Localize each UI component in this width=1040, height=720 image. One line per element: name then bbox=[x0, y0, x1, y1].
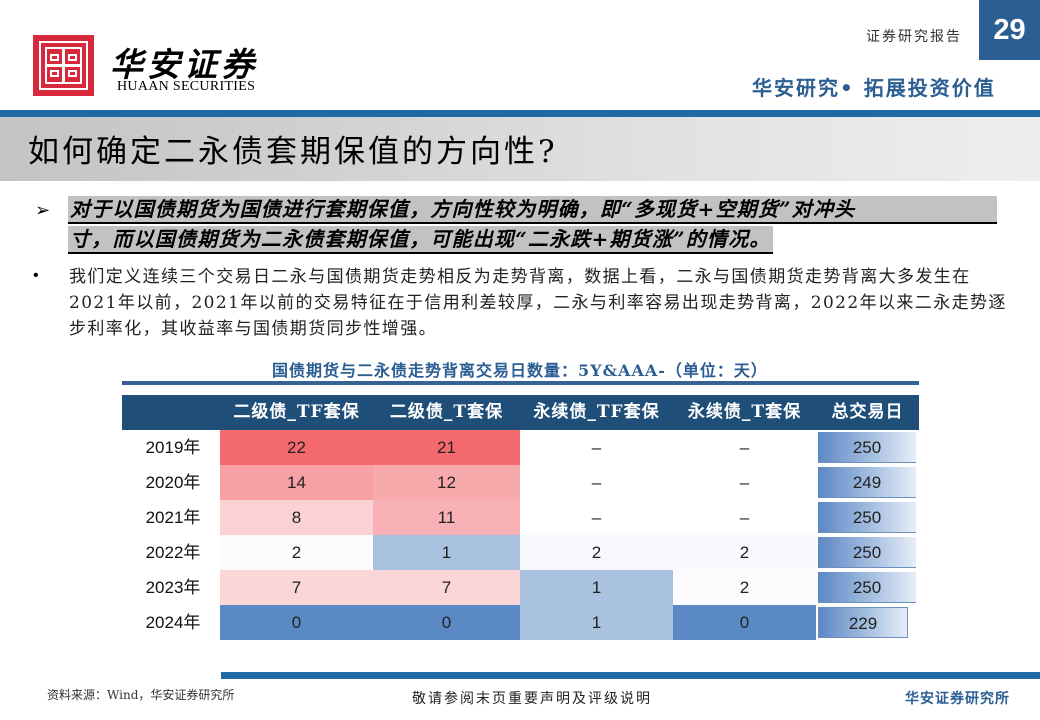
table-cell: – bbox=[673, 465, 816, 500]
table-cell: 2 bbox=[220, 535, 373, 570]
total-days-bar: 250 bbox=[818, 502, 916, 533]
table-cell: 2 bbox=[520, 535, 673, 570]
disclaimer-text: 敬请参阅末页重要声明及评级说明 bbox=[412, 691, 652, 707]
column-header: 永续债_T套保 bbox=[687, 402, 802, 422]
table-cell: 14 bbox=[220, 465, 373, 500]
table-cell: 0 bbox=[673, 605, 816, 640]
total-days-bar: 250 bbox=[818, 537, 916, 568]
column-header: 总交易日 bbox=[831, 402, 904, 422]
row-year-label: 2021年 bbox=[145, 508, 201, 527]
table-cell: 8 bbox=[220, 500, 373, 535]
page-title: 如何确定二永债套期保值的方向性? bbox=[28, 134, 558, 170]
table-cell: – bbox=[520, 430, 673, 465]
report-type-label: 证券研究报告 bbox=[866, 29, 962, 45]
table-cell: – bbox=[673, 430, 816, 465]
total-days-bar: 250 bbox=[818, 572, 916, 603]
column-header: 永续债_TF套保 bbox=[533, 402, 660, 422]
table-cell: 1 bbox=[520, 570, 673, 605]
highlight-line-2: 寸，而以国债期货为二永债套期保值，可能出现“二永跌+期货涨”的情况。 bbox=[68, 226, 773, 254]
dot-bullet-icon: • bbox=[33, 267, 39, 284]
table-cell: 7 bbox=[220, 570, 373, 605]
table-cell: – bbox=[520, 500, 673, 535]
slogan: 华安研究• 拓展投资价值 bbox=[752, 76, 996, 100]
table-cell: 12 bbox=[373, 465, 520, 500]
row-year-label: 2020年 bbox=[145, 473, 201, 492]
total-days-bar: 250 bbox=[818, 432, 916, 463]
table-cell: 0 bbox=[373, 605, 520, 640]
table-cell: 11 bbox=[373, 500, 520, 535]
table-title: 国债期货与二永债走势背离交易日数量：5Y&AAA-（单位：天） bbox=[272, 361, 768, 380]
column-header: 二级债_TF套保 bbox=[233, 402, 360, 422]
logo-chinese-name: 华安证券 bbox=[110, 45, 258, 84]
table-cell: 2 bbox=[673, 570, 816, 605]
table-cell: 22 bbox=[220, 430, 373, 465]
column-header: 二级债_T套保 bbox=[389, 402, 504, 422]
table-cell: 7 bbox=[373, 570, 520, 605]
total-days-bar: 249 bbox=[818, 467, 916, 498]
arrow-bullet-icon: ➢ bbox=[35, 200, 51, 221]
body-paragraph: 我们定义连续三个交易日二永与国债期货走势相反为走势背离，数据上看，二永与国债期货… bbox=[69, 267, 1007, 339]
header-divider bbox=[0, 110, 1040, 117]
table-cell: 1 bbox=[373, 535, 520, 570]
row-year-label: 2019年 bbox=[145, 438, 201, 457]
table-cell: – bbox=[673, 500, 816, 535]
table-cell: 2 bbox=[673, 535, 816, 570]
page-number: 29 bbox=[979, 0, 1040, 60]
table-cell: 0 bbox=[220, 605, 373, 640]
table-cell: 1 bbox=[520, 605, 673, 640]
row-year-label: 2024年 bbox=[145, 613, 201, 632]
table-cell: – bbox=[520, 465, 673, 500]
row-year-label: 2023年 bbox=[145, 578, 201, 597]
footer-divider bbox=[221, 672, 1040, 679]
table-top-rule bbox=[122, 381, 919, 385]
huaan-logo-icon bbox=[33, 35, 94, 96]
table-header-row bbox=[122, 395, 919, 430]
source-note: 资料来源：Wind，华安证券研究所 bbox=[47, 688, 235, 702]
table-cell: 21 bbox=[373, 430, 520, 465]
logo-english-name: HUAAN SECURITIES bbox=[117, 79, 256, 94]
row-year-label: 2022年 bbox=[145, 543, 201, 562]
total-days-bar: 229 bbox=[818, 607, 908, 638]
highlight-line-1: 对于以国债期货为国债进行套期保值，方向性较为明确，即“多现货+空期货”对冲头 bbox=[68, 196, 997, 224]
title-band bbox=[0, 117, 1040, 181]
footer-brand: 华安证券研究所 bbox=[905, 691, 1010, 707]
